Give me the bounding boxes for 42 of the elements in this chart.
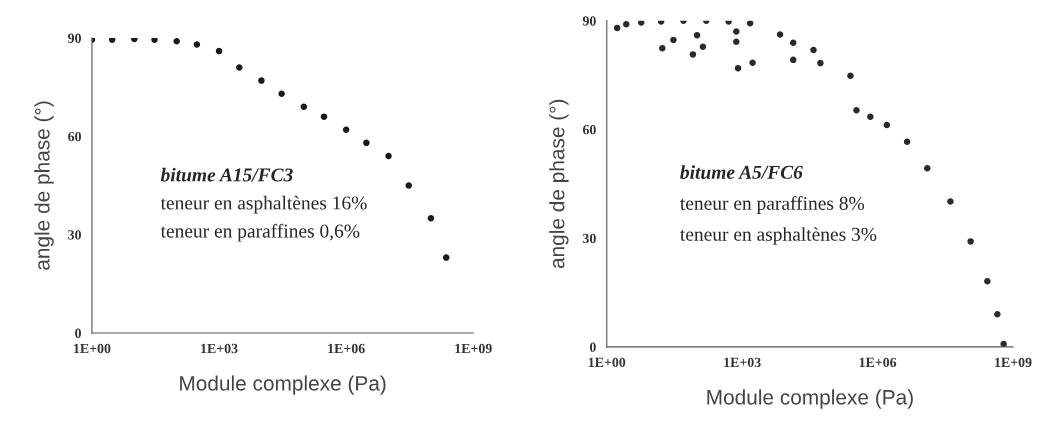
point <box>151 37 158 43</box>
point <box>300 103 308 111</box>
y-tick-label: 90 <box>68 33 82 43</box>
y-tick-label: 90 <box>582 16 596 26</box>
annotation: bitume A5/FC6 <box>680 165 803 179</box>
point <box>320 113 328 120</box>
annotation: teneur en asphaltènes 3% <box>680 227 877 245</box>
point <box>193 41 201 48</box>
y-tick-label: 60 <box>582 125 596 135</box>
x-tick-label: 1E+09 <box>455 343 492 354</box>
point <box>258 77 265 84</box>
x-tick-label: 1E+06 <box>328 343 365 354</box>
x-tick-label: 1E+06 <box>859 357 897 368</box>
annotation: teneur en asphaltènes 16% <box>160 195 367 214</box>
annotation: bitume A15/FC3 <box>160 167 293 182</box>
x-tick-label: 1E+09 <box>995 357 1032 368</box>
point <box>215 47 223 55</box>
point <box>342 126 350 134</box>
point <box>363 139 370 147</box>
x-axis-title: Module complexe (Pa) <box>180 375 386 395</box>
y-tick-label: 0 <box>75 328 82 338</box>
x-axis-title: Module complexe (Pa) <box>707 389 913 409</box>
point <box>405 182 412 189</box>
point <box>385 152 392 160</box>
y-tick-label: 0 <box>589 342 596 352</box>
x-tick-label: 1E+03 <box>724 357 761 368</box>
x-tick-label: 1E+03 <box>201 343 238 354</box>
point <box>173 38 180 45</box>
point <box>131 37 138 43</box>
y-axis-title: angle de phase (°) <box>34 101 54 270</box>
point <box>108 37 116 43</box>
x-tick-label: 1E+00 <box>588 357 626 368</box>
annotation: teneur en paraffines 8% <box>680 196 865 214</box>
x-tick-label: 1E+00 <box>74 343 111 354</box>
annotation: teneur en paraffines 0,6% <box>160 223 360 242</box>
point <box>427 214 435 222</box>
y-tick-label: 30 <box>68 230 82 240</box>
y-tick-label: 60 <box>68 131 82 142</box>
point <box>236 64 243 71</box>
y-tick-label: 30 <box>582 233 596 244</box>
y-axis-title: angle de phase (°) <box>549 99 569 269</box>
point <box>278 90 285 97</box>
